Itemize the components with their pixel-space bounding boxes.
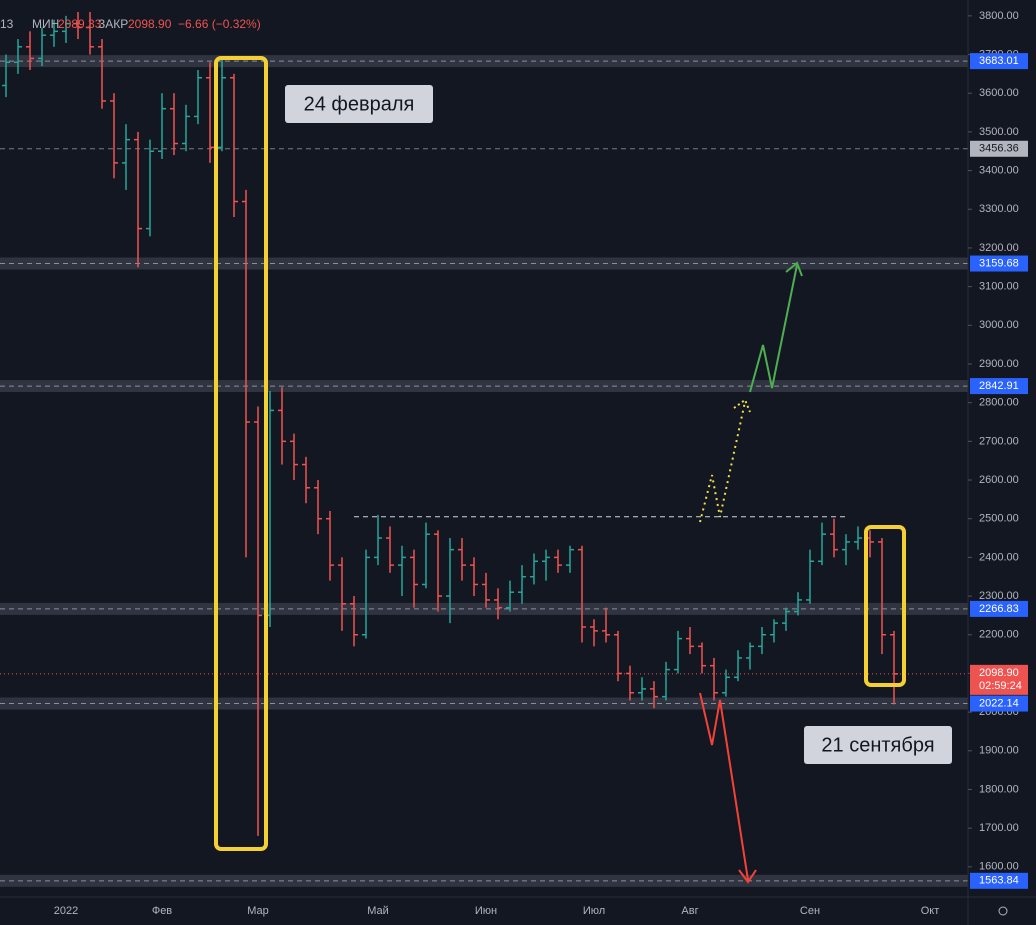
y-tick-label: 1600.00	[979, 861, 1019, 873]
y-tick-label: 1900.00	[979, 745, 1019, 757]
header-value: 2089.33	[58, 17, 102, 31]
annotation-box	[804, 726, 952, 764]
annotation-box	[285, 85, 433, 123]
level-label: 2266.83	[979, 603, 1019, 615]
y-tick-label: 3200.00	[979, 242, 1019, 254]
y-tick-label: 3400.00	[979, 164, 1019, 176]
annotation: 21 сентября	[821, 734, 934, 756]
header-text: ЗАКР	[98, 17, 128, 31]
level-band	[0, 602, 968, 615]
level-label-box	[970, 695, 1028, 712]
level-band	[0, 257, 968, 270]
level-label: 2022.14	[979, 697, 1019, 709]
y-tick-label: 2900.00	[979, 358, 1019, 370]
y-tick-label: 3100.00	[979, 281, 1019, 293]
level-label-box	[970, 255, 1028, 272]
up-arrow	[749, 264, 798, 393]
y-tick-label: 3000.00	[979, 319, 1019, 331]
level-band	[0, 874, 968, 887]
annotation: 24 февраля	[304, 93, 415, 115]
level-label: 3456.36	[979, 143, 1019, 155]
highlight-box	[214, 56, 268, 851]
x-tick-label: Сен	[800, 905, 820, 917]
y-tick-label: 2200.00	[979, 629, 1019, 641]
level-label: 2842.91	[979, 380, 1019, 392]
y-tick-label: 2700.00	[979, 435, 1019, 447]
level-label-box	[970, 53, 1028, 70]
y-tick-label: 2800.00	[979, 397, 1019, 409]
level-label: 1563.84	[979, 875, 1019, 887]
settings-icon[interactable]	[998, 906, 1008, 916]
x-tick-label: Май	[367, 905, 389, 917]
x-tick-label: Окт	[921, 905, 940, 917]
down-arrow-head	[738, 869, 757, 884]
level-band	[0, 380, 968, 393]
x-tick-label: Мар	[247, 905, 269, 917]
x-tick-label: Июл	[583, 905, 605, 917]
x-tick-label: Июн	[475, 905, 497, 917]
highlight-box	[864, 525, 906, 687]
x-tick-label: Фев	[152, 905, 172, 917]
y-tick-label: 2600.00	[979, 474, 1019, 486]
level-band	[0, 697, 968, 710]
level-label: 3683.01	[979, 55, 1019, 67]
y-tick-label: 3500.00	[979, 126, 1019, 138]
countdown: 02:59:24	[979, 680, 1022, 692]
y-tick-label: 3800.00	[979, 10, 1019, 22]
level-label-box	[970, 140, 1028, 157]
header-text: МИН	[32, 17, 59, 31]
level-label-box	[970, 600, 1028, 617]
header-value: −6.66 (−0.32%)	[178, 17, 261, 31]
level-label: 3159.68	[979, 257, 1019, 269]
y-tick-label: 3300.00	[979, 203, 1019, 215]
ohlc-header: 13 МИН 2089.33 ЗАКР 2098.90 −6.66 (−0.32…	[0, 17, 261, 31]
x-tick-label: 2022	[54, 905, 78, 917]
y-tick-label: 2300.00	[979, 590, 1019, 602]
header-value: 2098.90	[128, 17, 172, 31]
y-tick-label: 2500.00	[979, 513, 1019, 525]
plot-area	[0, 11, 968, 887]
y-tick-label: 1800.00	[979, 783, 1019, 795]
dotted-arrow	[699, 401, 746, 523]
x-tick-label: Авг	[681, 905, 698, 917]
header-text: 13	[0, 17, 14, 31]
up-arrow-head	[785, 261, 803, 277]
last-price-label: 2098.90	[979, 667, 1019, 679]
level-label-box	[970, 872, 1028, 889]
down-arrow	[699, 692, 749, 881]
level-label-box	[970, 378, 1028, 395]
last-price-box	[970, 664, 1028, 695]
y-tick-label: 2400.00	[979, 551, 1019, 563]
y-tick-label: 3600.00	[979, 87, 1019, 99]
y-tick-label: 1700.00	[979, 822, 1019, 834]
